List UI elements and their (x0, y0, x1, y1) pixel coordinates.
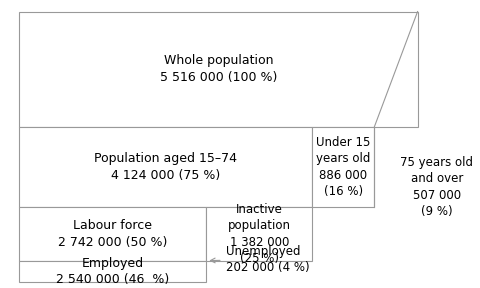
Text: Population aged 15–74
4 124 000 (75 %): Population aged 15–74 4 124 000 (75 %) (94, 152, 237, 182)
Text: Inactive
population
1 382 000
(25 %): Inactive population 1 382 000 (25 %) (228, 203, 291, 265)
Text: 75 years old
and over
507 000
(9 %): 75 years old and over 507 000 (9 %) (400, 156, 473, 219)
Bar (206, 207, 312, 261)
Text: Whole population
5 516 000 (100 %): Whole population 5 516 000 (100 %) (160, 54, 277, 84)
Bar (19, 127, 312, 207)
Bar (19, 207, 206, 261)
Bar (312, 127, 374, 207)
Bar (19, 261, 206, 282)
Text: Unemployed
202 000 (4 %): Unemployed 202 000 (4 %) (210, 245, 309, 274)
Text: Employed
2 540 000 (46  %): Employed 2 540 000 (46 %) (56, 257, 169, 286)
Text: Labour force
2 742 000 (50 %): Labour force 2 742 000 (50 %) (58, 219, 168, 249)
Bar (19, 12, 418, 127)
Text: Under 15
years old
886 000
(16 %): Under 15 years old 886 000 (16 %) (316, 136, 371, 198)
